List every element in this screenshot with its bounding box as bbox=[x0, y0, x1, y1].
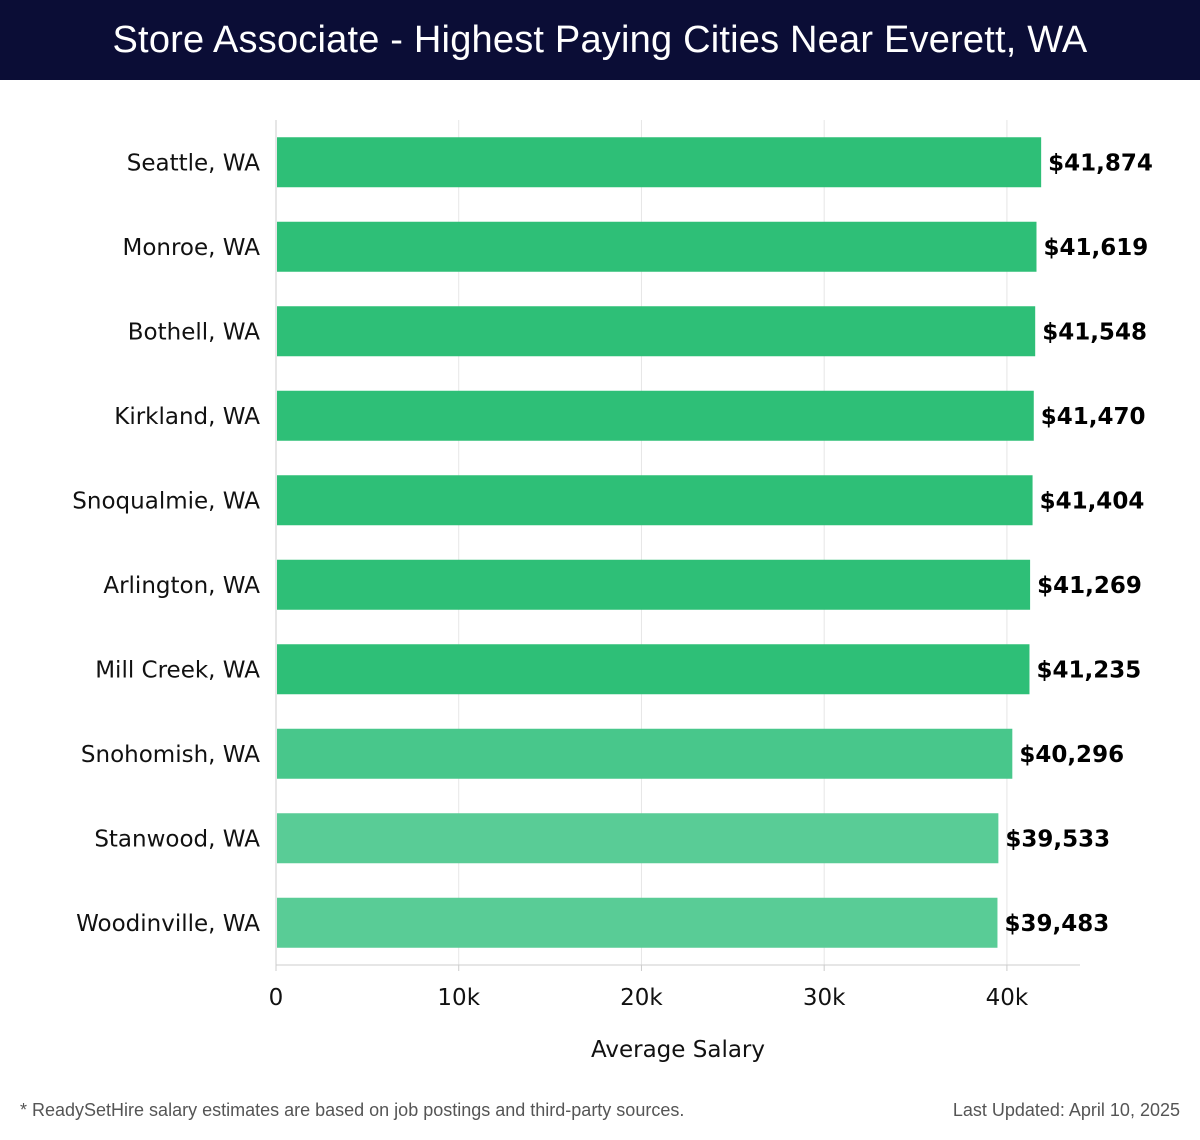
bar bbox=[277, 137, 1042, 188]
bar bbox=[277, 475, 1033, 526]
bar bbox=[277, 306, 1036, 357]
last-updated: Last Updated: April 10, 2025 bbox=[952, 1100, 1180, 1120]
category-label: Seattle, WA bbox=[127, 150, 261, 176]
salary-bar-chart: Seattle, WA $41,874 Monroe, WA $41,619 Bothe… bbox=[72, 120, 1153, 1063]
value-label: $41,874 bbox=[1048, 150, 1153, 176]
bar bbox=[277, 221, 1037, 272]
bar bbox=[277, 897, 998, 948]
x-tick-label: 10k bbox=[437, 985, 480, 1011]
category-label: Arlington, WA bbox=[103, 573, 260, 599]
category-label: Snohomish, WA bbox=[81, 742, 260, 768]
value-label: $40,296 bbox=[1019, 742, 1124, 768]
value-label: $41,470 bbox=[1041, 404, 1146, 430]
x-tick-label: 20k bbox=[620, 985, 663, 1011]
value-label: $41,235 bbox=[1036, 657, 1141, 683]
category-label: Woodinville, WA bbox=[76, 911, 260, 937]
value-label: $41,404 bbox=[1040, 488, 1145, 514]
bar bbox=[277, 644, 1030, 695]
chart-title: Store Associate - Highest Paying Cities … bbox=[0, 0, 1200, 80]
x-tick-label: 0 bbox=[269, 985, 284, 1011]
x-axis-title: Average Salary bbox=[591, 1037, 765, 1063]
footnote: * ReadySetHire salary estimates are base… bbox=[20, 1100, 685, 1120]
category-label: Monroe, WA bbox=[122, 235, 260, 261]
value-label: $41,548 bbox=[1042, 319, 1147, 345]
bar bbox=[277, 559, 1031, 610]
value-label: $41,619 bbox=[1043, 235, 1148, 261]
category-label: Snoqualmie, WA bbox=[72, 488, 260, 514]
x-tick-label: 30k bbox=[803, 985, 846, 1011]
value-label: $41,269 bbox=[1037, 573, 1142, 599]
value-label: $39,533 bbox=[1005, 826, 1110, 852]
bar bbox=[277, 390, 1034, 441]
category-label: Kirkland, WA bbox=[114, 404, 260, 430]
bar bbox=[277, 728, 1013, 779]
category-label: Mill Creek, WA bbox=[95, 657, 260, 683]
bar bbox=[277, 813, 999, 864]
x-tick-label: 40k bbox=[986, 985, 1029, 1011]
category-label: Stanwood, WA bbox=[94, 826, 260, 852]
category-label: Bothell, WA bbox=[128, 319, 260, 345]
value-label: $39,483 bbox=[1004, 911, 1109, 937]
